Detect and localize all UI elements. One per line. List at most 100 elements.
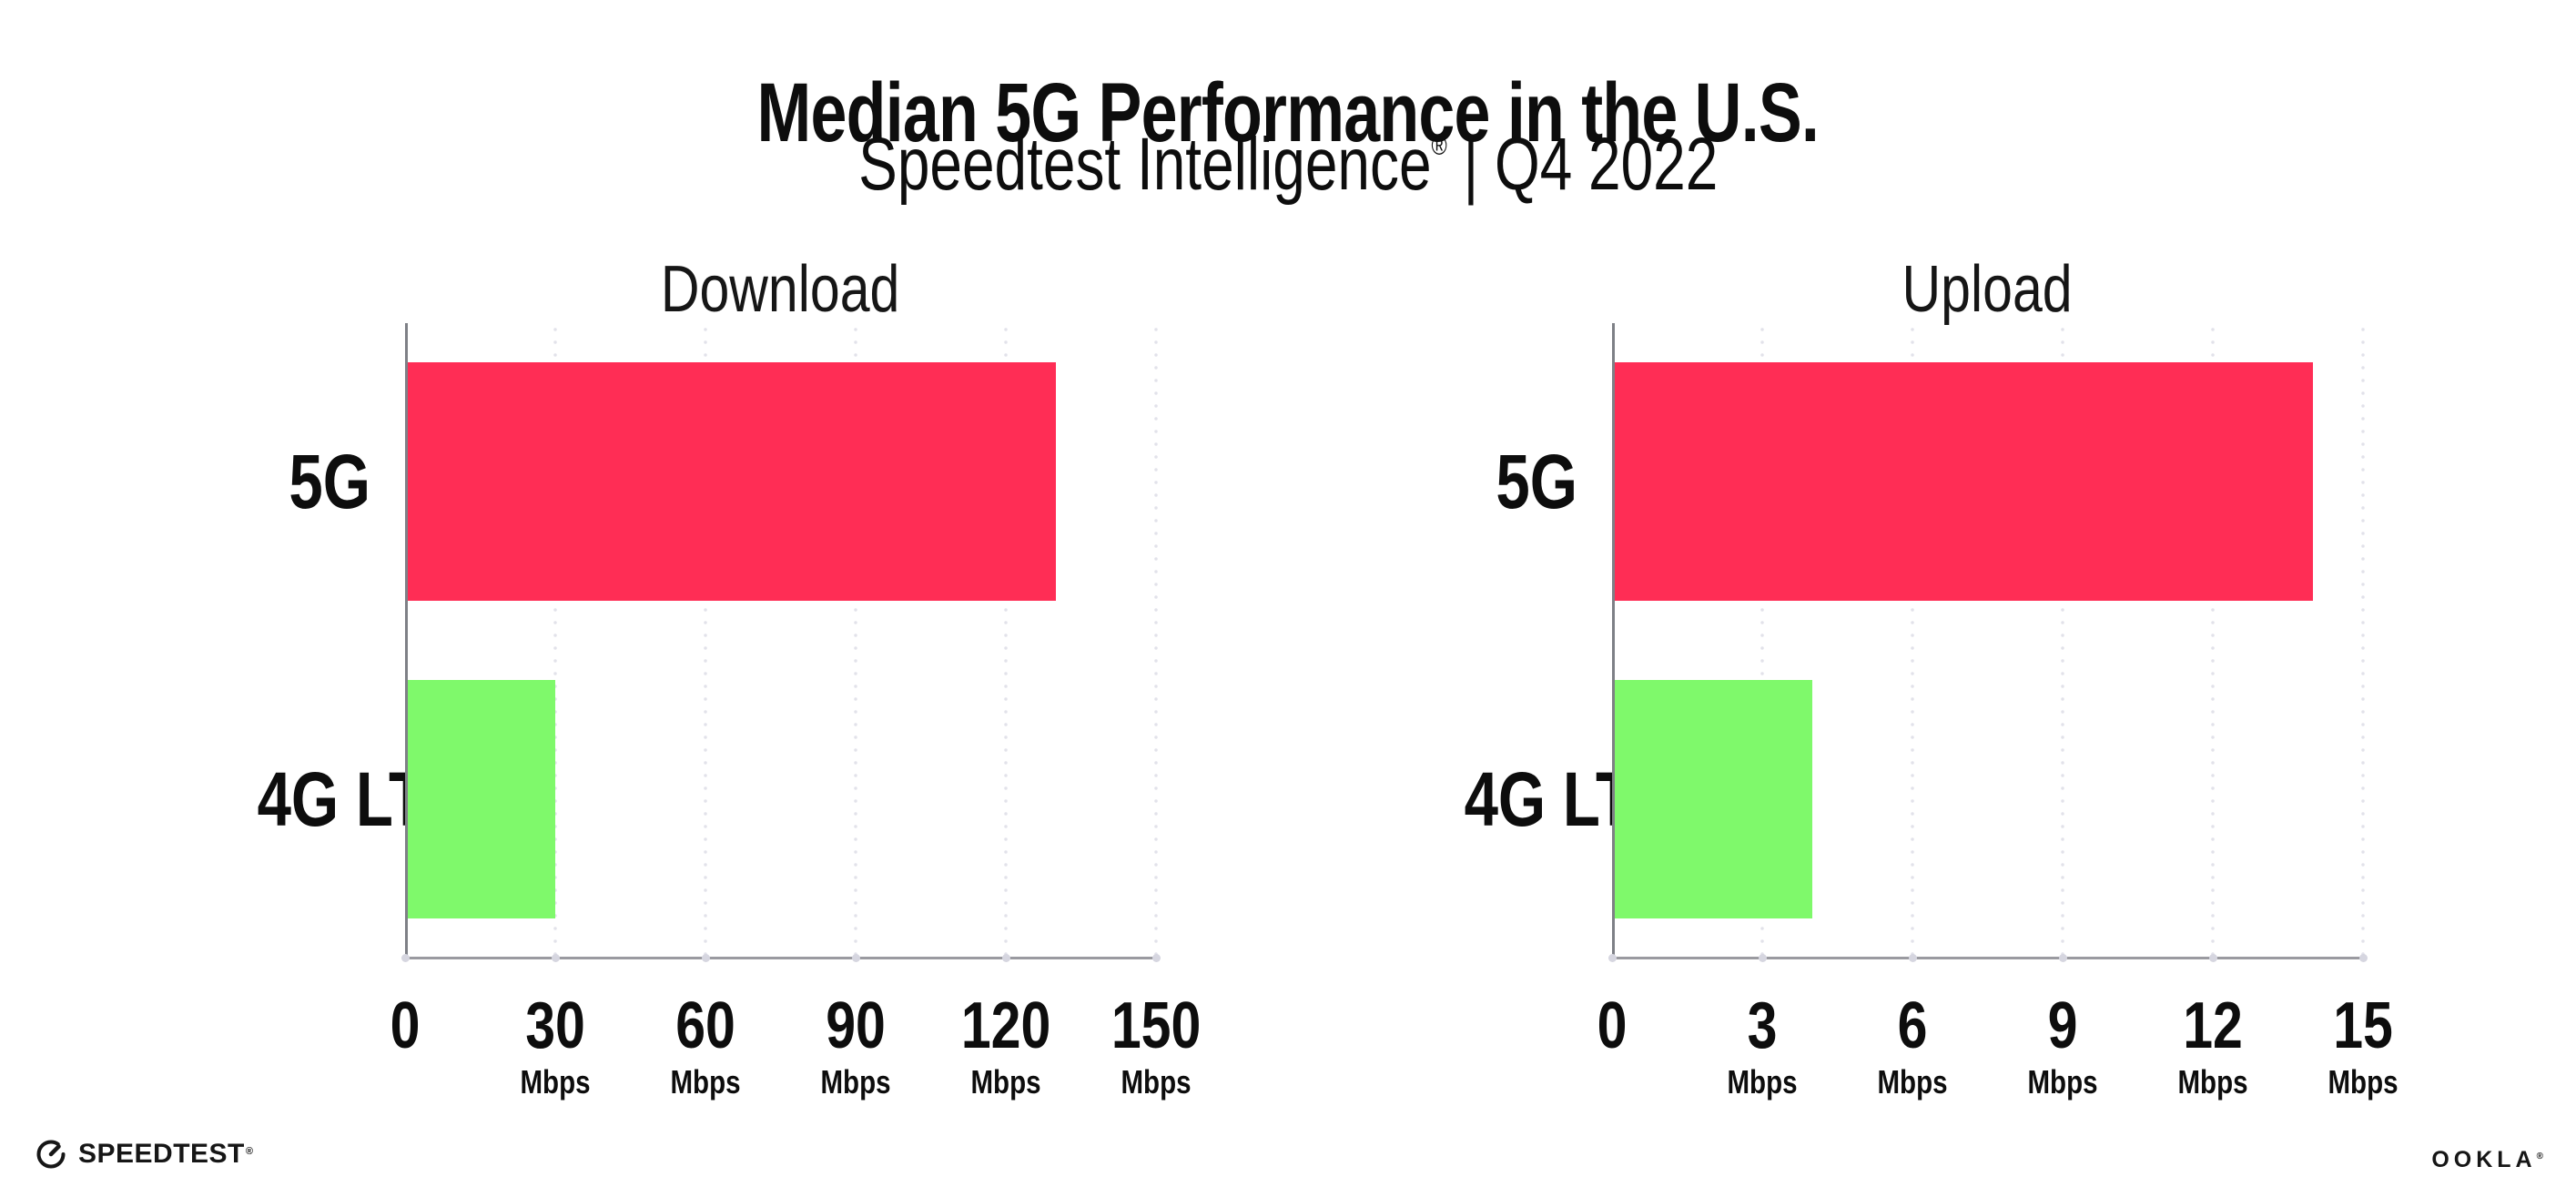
x-tick-value: 9	[1985, 990, 2140, 1061]
registered-mark-icon: ®	[1431, 131, 1447, 161]
category-label-5g: 5G	[205, 440, 370, 523]
x-tick-value-text: 150	[1111, 989, 1202, 1062]
download-plot-area	[401, 323, 1161, 962]
chart-title-download: Download	[661, 253, 900, 326]
x-tick-value: 12	[2135, 990, 2290, 1061]
x-tick-label: 12 Mbps	[2135, 990, 2290, 1101]
gridline	[1154, 323, 1158, 958]
x-tick-label: 3 Mbps	[1685, 990, 1840, 1101]
x-tick-label: 0	[1535, 990, 1689, 1061]
x-tick-unit-text: Mbps	[820, 1063, 891, 1101]
x-tick-value-text: 6	[1897, 989, 1928, 1062]
bar-5g	[405, 362, 1056, 602]
x-tick-unit: Mbps	[478, 1063, 633, 1101]
x-tick-value-text: 15	[2333, 989, 2393, 1062]
gridline	[553, 323, 557, 958]
axis-tick-dot	[1908, 954, 1917, 962]
x-tick-unit-text: Mbps	[1727, 1063, 1798, 1101]
x-tick-value-text: 0	[1597, 989, 1628, 1062]
x-tick-label: 9 Mbps	[1985, 990, 2140, 1101]
x-tick-unit: Mbps	[1985, 1063, 2140, 1101]
x-tick-value: 30	[478, 990, 633, 1061]
download-chart: Download 0 30 Mbps 60 Mbps 90 Mbps 120 Mbps 150 Mb…	[205, 228, 1202, 1147]
page-title-text: Median 5G Performance in the U.S.	[756, 66, 1820, 159]
x-tick-label: 30 Mbps	[478, 990, 633, 1101]
x-tick-label: 150 Mbps	[1079, 990, 1233, 1101]
axis-tick-dot	[2208, 954, 2217, 962]
axis-tick-dot	[701, 954, 710, 962]
category-label-text: 5G	[1496, 439, 1577, 524]
gridline	[854, 323, 857, 958]
y-axis-line	[1612, 323, 1615, 958]
x-tick-value-text: 90	[826, 989, 886, 1062]
gridline	[704, 323, 707, 958]
y-axis-line	[405, 323, 408, 958]
x-tick-label: 120 Mbps	[928, 990, 1083, 1101]
x-tick-unit-text: Mbps	[1121, 1063, 1192, 1101]
x-tick-value-text: 30	[525, 989, 585, 1062]
x-tick-unit-text: Mbps	[2177, 1063, 2248, 1101]
speedtest-registered-mark-icon: ®	[245, 1146, 254, 1157]
x-tick-unit-text: Mbps	[970, 1063, 1041, 1101]
axis-tick-dot	[1151, 954, 1161, 962]
subtitle-brand: Speedtest Intelligence	[857, 123, 1432, 206]
x-tick-unit-text: Mbps	[2328, 1063, 2399, 1101]
upload-plot-area	[1607, 323, 2368, 962]
subtitle-period: | Q4 2022	[1446, 123, 1719, 206]
x-tick-value: 120	[928, 990, 1083, 1061]
ookla-logo: OOKLA®	[2431, 1147, 2543, 1173]
speedtest-wordmark: SPEEDTEST®	[78, 1139, 254, 1169]
bar-5g	[1612, 362, 2313, 602]
x-tick-value-text: 3	[1747, 989, 1778, 1062]
x-tick-label: 6 Mbps	[1835, 990, 1990, 1101]
gridline	[2061, 323, 2064, 958]
x-tick-value: 3	[1685, 990, 1840, 1061]
x-tick-unit: Mbps	[628, 1063, 783, 1101]
page-title: Median 5G Performance in the U.S.	[0, 66, 2576, 160]
ookla-registered-mark-icon: ®	[2536, 1151, 2543, 1161]
x-tick-label: 0	[328, 990, 482, 1061]
axis-tick-dot	[401, 954, 410, 962]
x-tick-unit: Mbps	[928, 1063, 1083, 1101]
gridline	[2361, 323, 2365, 958]
axis-tick-dot	[2058, 954, 2067, 962]
x-axis-line	[405, 957, 1156, 959]
speedtest-logo: SPEEDTEST®	[35, 1138, 254, 1171]
x-tick-unit: Mbps	[1685, 1063, 1840, 1101]
category-label-4g-lte: 4G LTE	[1412, 757, 1674, 841]
x-tick-value: 0	[1535, 990, 1689, 1061]
axis-tick-dot	[1607, 954, 1617, 962]
axis-tick-dot	[2358, 954, 2368, 962]
x-tick-value: 6	[1835, 990, 1990, 1061]
ookla-wordmark: OOKLA	[2431, 1147, 2537, 1172]
x-tick-value: 60	[628, 990, 783, 1061]
x-tick-unit: Mbps	[778, 1063, 933, 1101]
gridline	[1760, 323, 1764, 958]
x-tick-value-text: 9	[2047, 989, 2078, 1062]
page-subtitle: Speedtest Intelligence® | Q4 2022	[0, 124, 2576, 222]
speedtest-gauge-icon	[36, 1140, 66, 1169]
category-label-5g: 5G	[1412, 440, 1577, 523]
x-tick-unit-text: Mbps	[670, 1063, 741, 1101]
axis-tick-dot	[851, 954, 860, 962]
x-tick-value: 0	[328, 990, 482, 1061]
x-tick-unit-text: Mbps	[2027, 1063, 2098, 1101]
axis-tick-dot	[1001, 954, 1010, 962]
x-tick-unit: Mbps	[2286, 1063, 2440, 1101]
x-tick-value: 90	[778, 990, 933, 1061]
x-tick-unit: Mbps	[2135, 1063, 2290, 1101]
x-tick-value-text: 12	[2183, 989, 2243, 1062]
x-tick-value-text: 120	[960, 989, 1051, 1062]
x-tick-unit: Mbps	[1079, 1063, 1233, 1101]
x-tick-value: 150	[1079, 990, 1233, 1061]
axis-tick-dot	[551, 954, 560, 962]
x-tick-unit-text: Mbps	[520, 1063, 591, 1101]
x-tick-unit: Mbps	[1835, 1063, 1990, 1101]
upload-chart: Upload 0 3 Mbps 6 Mbps 9 Mbps 12 Mbps 15 Mbps 5G 4G …	[1412, 228, 2399, 1147]
x-tick-label: 15 Mbps	[2286, 990, 2440, 1101]
x-tick-label: 90 Mbps	[778, 990, 933, 1101]
x-tick-value: 15	[2286, 990, 2440, 1061]
axis-tick-dot	[1758, 954, 1767, 962]
category-label-4g-lte: 4G LTE	[205, 757, 467, 841]
